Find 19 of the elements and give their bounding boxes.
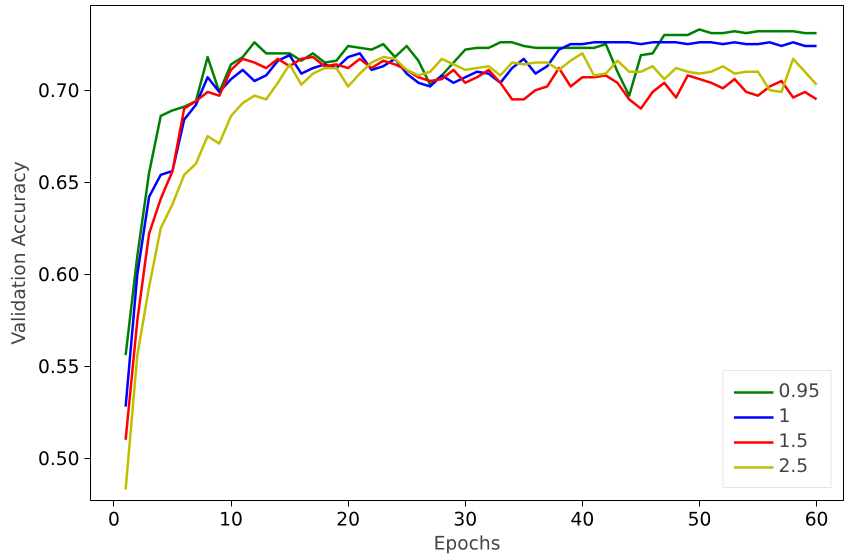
x-tick-label: 10 <box>219 510 243 530</box>
y-tick-label: 0.50 <box>38 449 80 470</box>
line-series <box>124 28 818 356</box>
y-tick-label: 0.70 <box>38 81 80 102</box>
y-tick-label: 0.65 <box>38 173 80 194</box>
legend-label: 1 <box>778 406 792 427</box>
y-tick-label: 0.55 <box>38 357 80 378</box>
x-axis-title: Epochs <box>434 534 500 554</box>
x-tick-label: 20 <box>336 510 360 530</box>
x-tick-label: 50 <box>688 510 712 530</box>
legend-label: 2.5 <box>778 456 808 477</box>
legend-label: 1.5 <box>778 431 808 452</box>
x-tick-label: 60 <box>804 510 828 530</box>
legend-label: 0.95 <box>778 381 820 402</box>
x-tick-label: 0 <box>108 510 120 530</box>
y-axis-title: Validation Accuracy <box>8 161 30 345</box>
x-tick-label: 40 <box>570 510 594 530</box>
x-tick-label: 30 <box>453 510 478 530</box>
y-tick-label: 0.60 <box>38 265 80 286</box>
